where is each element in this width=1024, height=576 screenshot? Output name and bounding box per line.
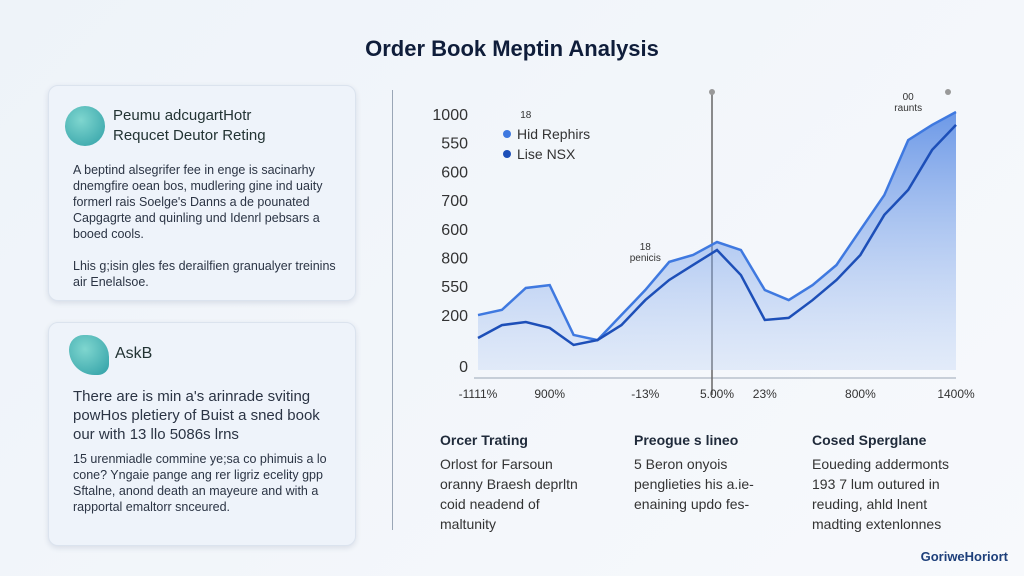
card-heading: AskB bbox=[115, 345, 153, 362]
card: AskB There are is min a's arinrade sviti… bbox=[48, 322, 356, 546]
column-text: Orlost for Farsoun oranny Braesh deprltn… bbox=[440, 456, 578, 532]
legend-label: Lise NSX bbox=[517, 146, 576, 162]
column-text: 5 Beron onyois penglieties his a.ie-enai… bbox=[634, 456, 754, 512]
guide-dot bbox=[709, 89, 715, 95]
y-tick-label: 600 bbox=[441, 164, 468, 181]
x-tick-label: 900% bbox=[534, 387, 565, 401]
y-tick-label: 550 bbox=[441, 279, 468, 296]
y-tick-label: 0 bbox=[459, 359, 468, 376]
x-tick-label: 800% bbox=[845, 387, 876, 401]
line bbox=[477, 124, 957, 347]
card: Peumu adcugartHotr Requcet Deutor Reting… bbox=[48, 85, 356, 301]
card-text: There are is min a's arinrade sviting po… bbox=[73, 388, 320, 443]
logo: GoriweHoriort bbox=[920, 549, 1008, 564]
x-tick-label: 23% bbox=[753, 387, 777, 401]
y-tick-label: 800 bbox=[441, 251, 468, 268]
x-tick-label: 5.00% bbox=[700, 387, 734, 401]
x-tick-label: -13% bbox=[631, 387, 659, 401]
y-tick-label: 200 bbox=[441, 308, 468, 325]
column-heading: Orcer Trating bbox=[440, 432, 528, 448]
legend-marker bbox=[503, 130, 511, 138]
card-heading: Peumu adcugartHotr Requcet Deutor Reting bbox=[113, 107, 266, 144]
guide-dot bbox=[945, 89, 951, 95]
y-tick-label: 550 bbox=[441, 136, 468, 153]
annotation: 18 penicis bbox=[630, 242, 661, 264]
line bbox=[477, 110, 957, 342]
x-tick-label: -1111% bbox=[459, 387, 498, 401]
area bbox=[478, 112, 956, 370]
column: Cosed Sperglane Eoueding addermonts 193 7… bbox=[812, 432, 962, 534]
column-text: Eoueding addermonts 193 7 lum outured in… bbox=[812, 456, 949, 532]
y-tick-label: 1000 bbox=[432, 107, 468, 124]
y-tick-label: 700 bbox=[441, 193, 468, 210]
divider bbox=[392, 90, 393, 530]
column: Preogue s lineo 5 Beron onyois penglietie… bbox=[634, 432, 784, 514]
x-tick-label: 1400% bbox=[937, 387, 975, 401]
y-tick-label: 600 bbox=[441, 222, 468, 239]
icon bbox=[65, 106, 105, 146]
card-text: Lhis g;isin gles fes derailfien granualy… bbox=[73, 259, 336, 289]
column: Orcer Trating Orlost for Farsoun oranny B… bbox=[440, 432, 590, 534]
annotation: 18 bbox=[520, 110, 532, 121]
legend-label: Hid Rephirs bbox=[517, 126, 590, 142]
column-heading: Preogue s lineo bbox=[634, 432, 739, 448]
annotation: 00 raunts bbox=[894, 92, 922, 114]
title: Order Book Meptin Analysis bbox=[365, 36, 659, 61]
card-text: A beptind alsegrifer fee in enge is saci… bbox=[73, 163, 323, 241]
legend-marker bbox=[503, 150, 511, 158]
column-heading: Cosed Sperglane bbox=[812, 432, 927, 448]
card-text: 15 urenmiadle commine ye;sa co phimuis a… bbox=[73, 452, 327, 514]
